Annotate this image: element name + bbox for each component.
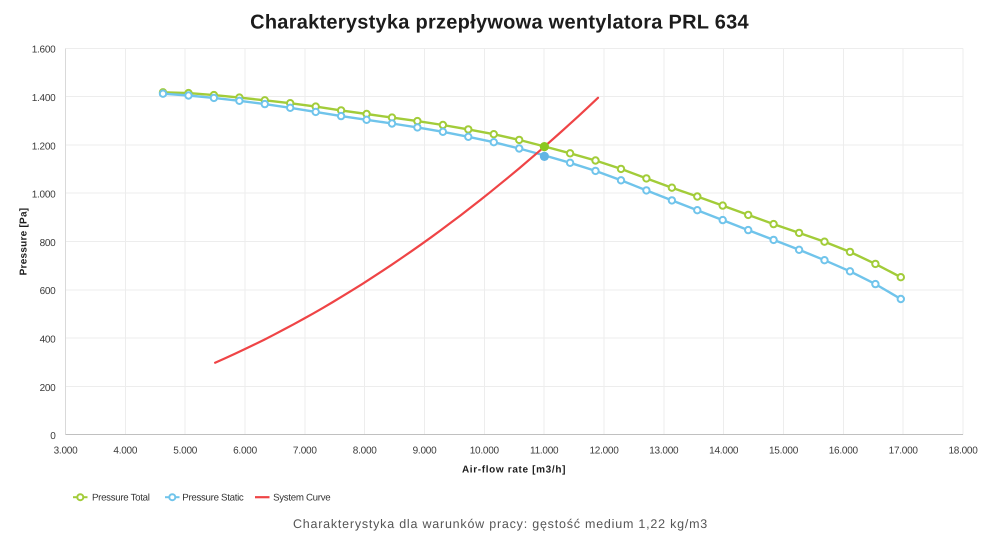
svg-text:1.200: 1.200	[32, 141, 56, 152]
svg-text:200: 200	[40, 383, 57, 394]
svg-text:Charakterystyka dla warunków p: Charakterystyka dla warunków pracy: gęst…	[293, 517, 708, 531]
svg-text:11.000: 11.000	[530, 446, 559, 457]
svg-text:400: 400	[40, 335, 57, 346]
svg-text:Charakterystyka przepływowa we: Charakterystyka przepływowa wentylatora …	[250, 12, 749, 34]
svg-text:4.000: 4.000	[113, 446, 137, 457]
svg-text:12.000: 12.000	[589, 446, 619, 457]
svg-text:16.000: 16.000	[829, 446, 859, 457]
svg-text:Pressure Total: Pressure Total	[92, 493, 150, 504]
svg-text:System Curve: System Curve	[273, 493, 330, 504]
svg-text:1.600: 1.600	[32, 45, 56, 56]
svg-text:5.000: 5.000	[173, 446, 197, 457]
svg-text:1.400: 1.400	[32, 93, 56, 104]
svg-text:18.000: 18.000	[948, 446, 978, 457]
svg-text:9.000: 9.000	[413, 446, 437, 457]
svg-text:3.000: 3.000	[54, 446, 78, 457]
svg-text:13.000: 13.000	[649, 446, 679, 457]
svg-text:14.000: 14.000	[709, 446, 739, 457]
svg-text:1.000: 1.000	[32, 190, 56, 201]
svg-text:600: 600	[40, 286, 57, 297]
svg-text:Pressure [Pa]: Pressure [Pa]	[18, 208, 29, 276]
svg-text:Pressure Static: Pressure Static	[182, 493, 244, 504]
svg-text:6.000: 6.000	[233, 446, 257, 457]
svg-text:Air-flow rate [m3/h]: Air-flow rate [m3/h]	[462, 464, 566, 475]
svg-text:7.000: 7.000	[293, 446, 317, 457]
svg-text:17.000: 17.000	[889, 446, 919, 457]
svg-text:800: 800	[40, 238, 57, 249]
svg-text:0: 0	[50, 431, 56, 442]
svg-text:8.000: 8.000	[353, 446, 377, 457]
svg-text:10.000: 10.000	[470, 446, 500, 457]
svg-text:15.000: 15.000	[769, 446, 799, 457]
